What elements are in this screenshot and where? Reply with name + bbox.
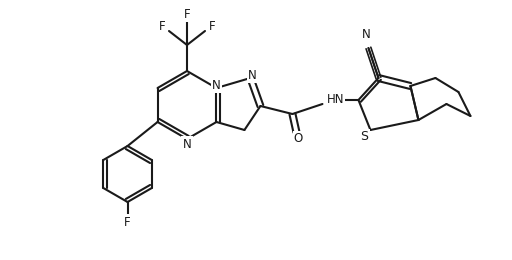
Text: F: F bbox=[159, 20, 165, 32]
Text: N: N bbox=[183, 138, 191, 151]
Text: N: N bbox=[212, 79, 221, 92]
Text: S: S bbox=[360, 131, 369, 144]
Text: N: N bbox=[248, 68, 257, 81]
Text: F: F bbox=[209, 20, 216, 32]
Text: N: N bbox=[362, 28, 371, 41]
Text: O: O bbox=[294, 133, 303, 146]
Text: F: F bbox=[184, 8, 190, 21]
Text: HN: HN bbox=[327, 93, 344, 106]
Text: F: F bbox=[124, 216, 131, 229]
